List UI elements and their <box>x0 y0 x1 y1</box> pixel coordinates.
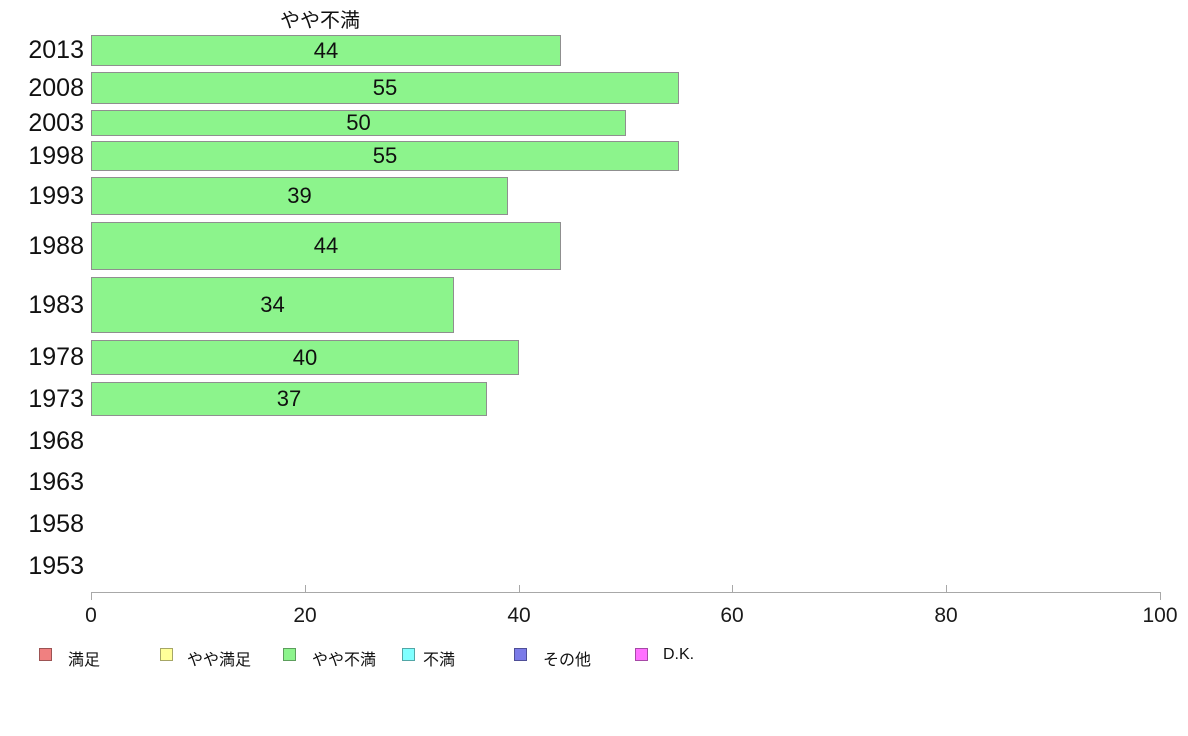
legend-swatch <box>283 648 296 661</box>
x-tick <box>732 585 733 592</box>
bar: 37 <box>91 382 487 416</box>
bar-value-label: 55 <box>372 75 398 100</box>
bar: 40 <box>91 340 519 375</box>
bar: 50 <box>91 110 626 136</box>
y-axis-label: 2008 <box>28 73 84 102</box>
x-tick <box>946 585 947 592</box>
y-axis-label: 1998 <box>28 141 84 170</box>
y-axis-label: 1983 <box>28 290 84 319</box>
x-tick-label: 80 <box>934 604 958 627</box>
y-axis-label: 1988 <box>28 231 84 260</box>
y-axis-label: 2013 <box>28 36 84 64</box>
legend-label: D.K. <box>663 646 695 663</box>
x-tick-label: 0 <box>85 604 97 627</box>
bar-value-label: 34 <box>260 292 285 317</box>
bar: 34 <box>91 277 454 333</box>
bar-value-label: 50 <box>346 110 371 135</box>
y-axis-label: 2003 <box>28 108 84 137</box>
bar: 55 <box>91 141 679 171</box>
y-axis-label: 1958 <box>28 510 84 538</box>
bar-value-label: 40 <box>292 344 318 370</box>
legend-swatch <box>402 648 415 661</box>
y-axis-label: 1963 <box>28 468 84 496</box>
legend-label: 満足 <box>68 652 101 669</box>
bar-value-label: 37 <box>276 386 302 411</box>
bar: 39 <box>91 177 508 215</box>
legend-label: その他 <box>543 652 592 669</box>
chart-title: やや不満 <box>280 10 360 32</box>
bar-value-label: 39 <box>287 183 312 208</box>
bar: 44 <box>91 222 561 270</box>
legend-label: やや不満 <box>312 652 377 669</box>
y-axis-label: 1993 <box>28 181 84 210</box>
bar-value-label: 44 <box>313 37 339 63</box>
y-axis-label: 1968 <box>28 427 84 455</box>
y-axis-label: 1953 <box>28 552 84 580</box>
bar: 44 <box>91 35 561 66</box>
x-tick-label: 100 <box>1142 604 1178 627</box>
x-tick-label: 20 <box>293 604 317 627</box>
x-tick-label: 60 <box>720 604 744 627</box>
legend-swatch <box>635 648 648 661</box>
x-tick-label: 40 <box>507 604 531 627</box>
legend-swatch <box>514 648 527 661</box>
y-axis-label: 1973 <box>28 384 84 413</box>
legend-swatch <box>39 648 52 661</box>
bar: 55 <box>91 72 679 104</box>
x-tick <box>519 585 520 592</box>
x-axis-line <box>91 592 1161 593</box>
legend-swatch <box>160 648 173 661</box>
legend-label: やや満足 <box>187 652 252 669</box>
x-tick <box>305 585 306 592</box>
bar-value-label: 55 <box>372 143 398 168</box>
legend-label: 不満 <box>423 652 456 669</box>
y-axis-label: 1978 <box>28 343 84 371</box>
x-tick <box>91 592 92 600</box>
x-tick <box>1160 592 1161 600</box>
bar-value-label: 44 <box>313 233 339 258</box>
